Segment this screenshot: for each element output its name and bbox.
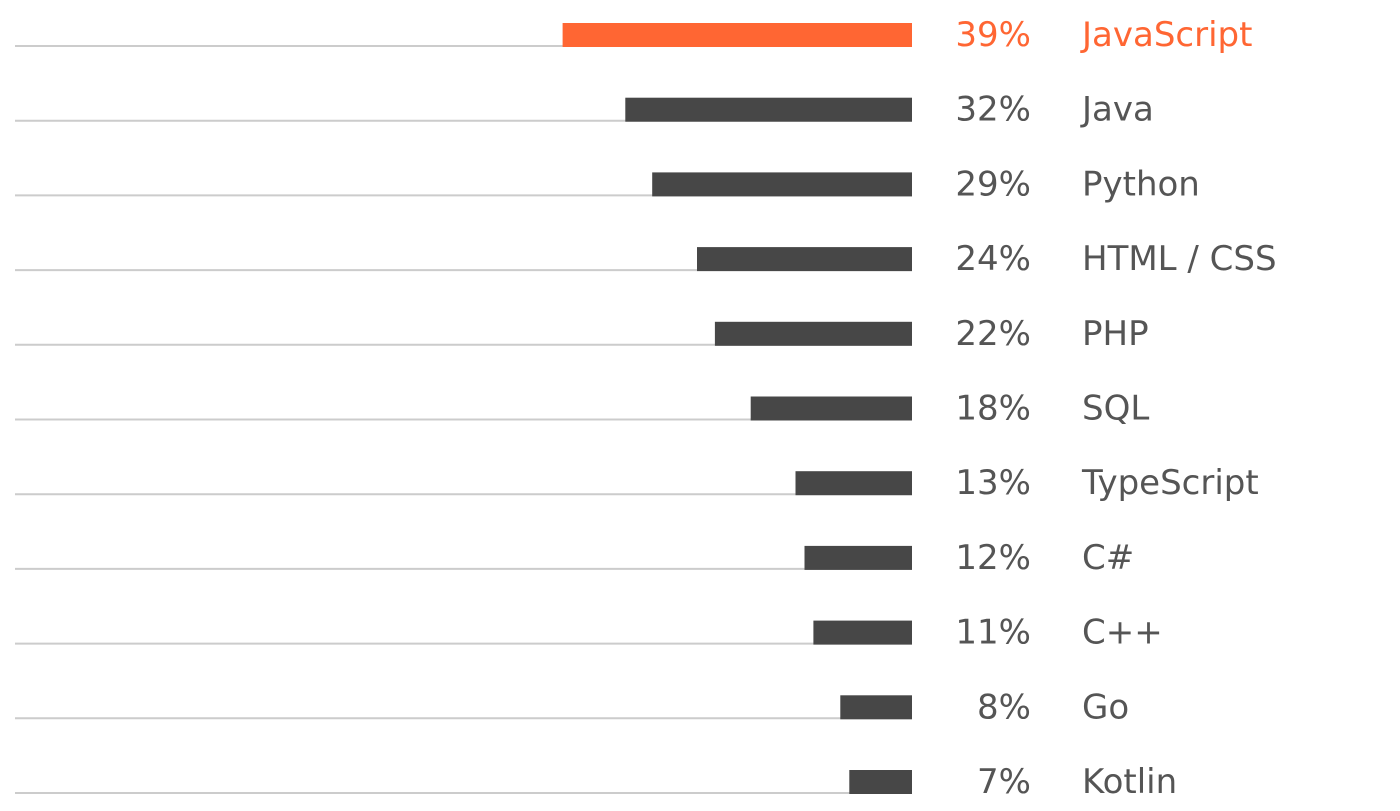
bar-row: 11% C++	[15, 613, 1163, 653]
bar-value-label: 32%	[955, 90, 1031, 130]
bar-row: 24% HTML / CSS	[15, 239, 1277, 279]
bar-row: 7% Kotlin	[15, 762, 1177, 802]
bar-value-label: 11%	[955, 613, 1031, 653]
category-label: Python	[1082, 164, 1200, 204]
bar	[813, 620, 912, 645]
bar-row: 12% C#	[15, 538, 1134, 578]
bar-row: 22% PHP	[15, 314, 1149, 354]
chart-rows: 39% JavaScript 32% Java 29% Python 24% HTML / C…	[15, 15, 1277, 802]
bar-value-label: 24%	[955, 239, 1031, 279]
category-label: C++	[1082, 613, 1163, 653]
bar-row: 8% Go	[15, 687, 1129, 727]
bar	[750, 396, 912, 421]
category-label: SQL	[1082, 389, 1149, 429]
bar	[562, 23, 912, 47]
bar-row: 13% TypeScript	[15, 463, 1259, 503]
category-label: TypeScript	[1081, 463, 1259, 503]
bar	[714, 321, 912, 346]
category-label: Go	[1082, 687, 1129, 727]
bar	[697, 247, 912, 272]
bar	[625, 97, 912, 122]
bar-value-label: 12%	[955, 538, 1031, 578]
category-label: Kotlin	[1082, 762, 1177, 802]
category-label: JavaScript	[1080, 15, 1252, 55]
bar-row: 29% Python	[15, 164, 1200, 204]
bar	[795, 471, 912, 496]
bar-row: 32% Java	[15, 90, 1154, 130]
bar-value-label: 18%	[955, 389, 1031, 429]
bar-value-label: 39%	[955, 15, 1031, 55]
bar-value-label: 8%	[977, 687, 1031, 727]
bar-value-label: 13%	[955, 463, 1031, 503]
category-label: HTML / CSS	[1082, 239, 1277, 279]
bar-row: 39% JavaScript	[15, 15, 1252, 55]
bar	[652, 172, 912, 197]
bar	[849, 770, 912, 794]
bar-value-label: 7%	[977, 762, 1031, 802]
bar-row: 18% SQL	[15, 389, 1149, 429]
category-label: Java	[1080, 90, 1154, 130]
category-label: C#	[1082, 538, 1134, 578]
bar-value-label: 29%	[955, 164, 1031, 204]
bar	[804, 545, 912, 570]
category-label: PHP	[1082, 314, 1149, 354]
bar-value-label: 22%	[955, 314, 1031, 354]
bar	[840, 695, 912, 720]
